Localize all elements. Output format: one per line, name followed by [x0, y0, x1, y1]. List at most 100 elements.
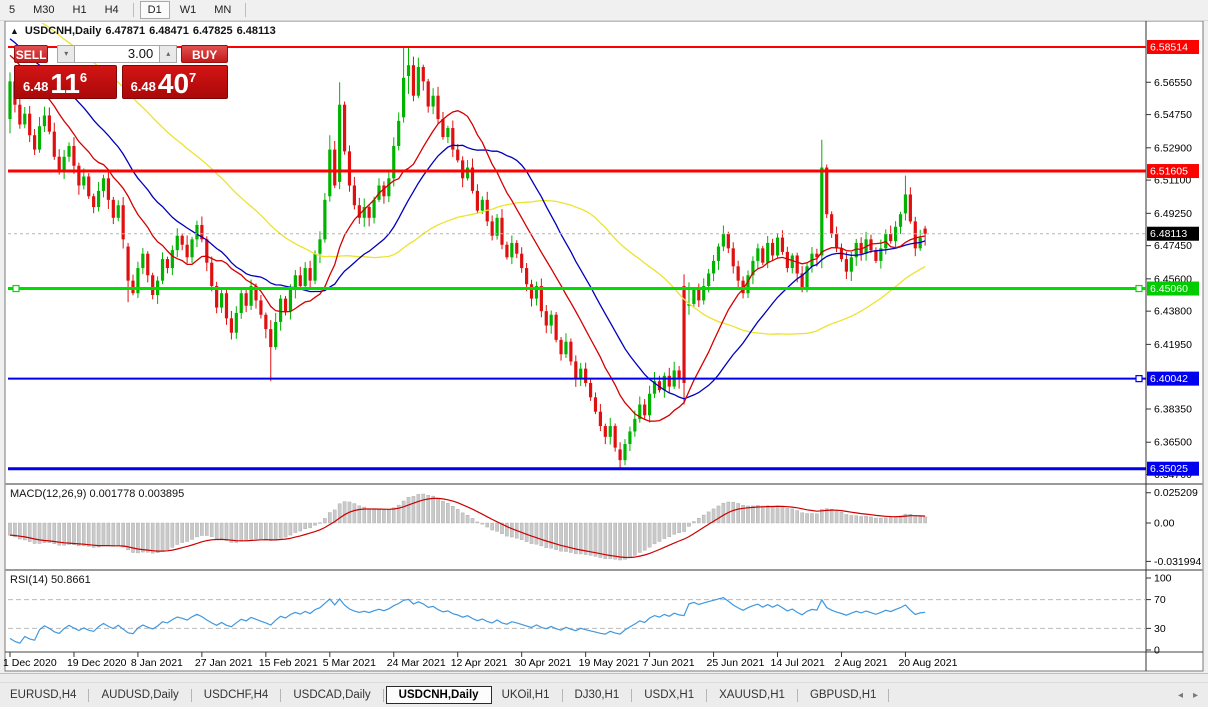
svg-text:19 Dec 2020: 19 Dec 2020 — [67, 657, 127, 669]
buy-price-quote[interactable]: 6.48 40 7 — [121, 65, 228, 99]
ma-line-mid — [9, 38, 926, 400]
sell-button[interactable]: SELL — [14, 45, 49, 63]
svg-text:70: 70 — [1154, 594, 1166, 606]
svg-text:6.56550: 6.56550 — [1154, 77, 1192, 89]
svg-text:6.40042: 6.40042 — [1150, 373, 1188, 385]
collapse-triangle-icon[interactable]: ▲ — [10, 26, 19, 36]
ohlc-high: 6.48471 — [149, 25, 189, 37]
svg-text:6.52900: 6.52900 — [1154, 142, 1192, 154]
svg-text:2 Aug 2021: 2 Aug 2021 — [834, 657, 887, 669]
ma-line-fast — [9, 54, 926, 422]
svg-text:12 Apr 2021: 12 Apr 2021 — [451, 657, 508, 669]
svg-text:0.00: 0.00 — [1154, 518, 1175, 530]
timeframe-button-mn[interactable]: MN — [214, 4, 232, 16]
macd-indicator-label: MACD(12,26,9) 0.001778 0.003895 — [10, 488, 185, 500]
svg-text:6.43800: 6.43800 — [1154, 306, 1192, 318]
svg-text:0.025209: 0.025209 — [1154, 487, 1198, 499]
tab-separator — [280, 688, 282, 702]
toolbar-separator — [245, 3, 247, 17]
svg-text:7 Jun 2021: 7 Jun 2021 — [643, 657, 695, 669]
svg-text:6.47450: 6.47450 — [1154, 240, 1192, 252]
chart-tab-dj30-h1[interactable]: DJ30,H1 — [574, 689, 620, 701]
svg-text:6.36500: 6.36500 — [1154, 437, 1192, 449]
chart-tab-audusd-daily[interactable]: AUDUSD,Daily — [101, 689, 179, 701]
svg-text:6.48113: 6.48113 — [1150, 228, 1187, 240]
chart-tab-usdx-h1[interactable]: USDX,H1 — [644, 689, 695, 701]
buy-button[interactable]: BUY — [181, 45, 228, 63]
line-handle[interactable] — [1135, 375, 1143, 383]
timeframe-button-5[interactable]: 5 — [9, 4, 16, 16]
tab-separator — [190, 688, 192, 702]
ohlc-low: 6.47825 — [192, 25, 233, 37]
svg-text:1 Dec 2020: 1 Dec 2020 — [3, 657, 57, 669]
timeframe-button-h1[interactable]: H1 — [72, 4, 87, 16]
ohlc-open: 6.47871 — [105, 25, 146, 37]
svg-text:20 Aug 2021: 20 Aug 2021 — [898, 657, 957, 669]
macd-signal-line — [9, 497, 926, 559]
volume-decrease-button[interactable]: ▾ — [57, 45, 76, 63]
volume-stepper: ▾ 3.00 ▴ — [57, 45, 178, 63]
chart-tab-eurusd-h4[interactable]: EURUSD,H4 — [10, 689, 77, 701]
buy-price-big: 40 — [157, 68, 190, 99]
macd-panel[interactable] — [8, 493, 927, 561]
svg-text:30: 30 — [1154, 623, 1166, 635]
tab-separator — [706, 688, 708, 702]
line-handle[interactable] — [12, 284, 20, 293]
tab-separator — [382, 688, 384, 702]
chart-tab-usdchf-h4[interactable]: USDCHF,H4 — [203, 689, 269, 701]
sell-price-prefix: 6.48 — [23, 79, 49, 94]
bottom-strip — [0, 673, 1208, 683]
rsi-panel[interactable] — [8, 597, 1146, 644]
svg-text:30 Apr 2021: 30 Apr 2021 — [515, 657, 572, 669]
chart-tab-xauusd-h1[interactable]: XAUUSD,H1 — [719, 689, 785, 701]
ohlc-close: 6.48113 — [236, 25, 276, 37]
svg-text:6.41950: 6.41950 — [1154, 339, 1192, 351]
tab-separator — [631, 688, 633, 702]
chart-tab-gbpusd-h1[interactable]: GBPUSD,H1 — [809, 689, 877, 701]
svg-text:14 Jul 2021: 14 Jul 2021 — [771, 657, 825, 669]
svg-text:0: 0 — [1154, 645, 1160, 657]
sell-price-big: 11 — [50, 68, 80, 99]
chart-window-header: ▲ USDCNH,Daily 6.47871 6.48471 6.47825 6.4811… — [10, 25, 280, 37]
svg-text:8 Jan 2021: 8 Jan 2021 — [131, 657, 183, 669]
timeframe-button-d1[interactable]: D1 — [139, 1, 170, 19]
timeframe-button-w1[interactable]: W1 — [179, 4, 197, 16]
chart-tab-usdcnh-daily[interactable]: USDCNH,Daily — [385, 686, 492, 704]
svg-text:27 Jan 2021: 27 Jan 2021 — [195, 657, 253, 669]
buy-price-sup: 7 — [189, 70, 197, 85]
svg-text:24 Mar 2021: 24 Mar 2021 — [387, 657, 446, 669]
svg-text:-0.031994: -0.031994 — [1154, 556, 1201, 568]
tab-scroll-left-icon[interactable]: ◂ — [1177, 689, 1183, 701]
svg-text:6.49250: 6.49250 — [1154, 208, 1192, 220]
sell-price-sup: 6 — [79, 70, 88, 85]
tab-separator — [888, 688, 890, 702]
chart-tab-usdcad-daily[interactable]: USDCAD,Daily — [293, 689, 371, 701]
volume-input[interactable]: 3.00 — [75, 45, 160, 63]
symbol-title: USDCNH,Daily — [24, 25, 102, 37]
volume-increase-button[interactable]: ▴ — [159, 45, 178, 63]
line-handle[interactable] — [1135, 284, 1143, 293]
svg-text:6.38350: 6.38350 — [1154, 404, 1192, 416]
ma-line-slow — [41, 23, 926, 335]
toolbar-separator — [132, 3, 134, 17]
timeframe-button-h4[interactable]: H4 — [104, 4, 119, 16]
tab-separator — [796, 688, 798, 702]
timeframe-toolbar: 5 M30 H1 H4 D1 W1 MN — [0, 0, 1208, 21]
one-click-trade-widget: SELL ▾ 3.00 ▴ BUY 6.48 11 6 6.48 40 7 — [14, 45, 228, 99]
timeframe-button-m30[interactable]: M30 — [33, 4, 55, 16]
svg-text:6.58514: 6.58514 — [1150, 42, 1188, 54]
chart-tab-ukoil-h1[interactable]: UKOil,H1 — [501, 689, 550, 701]
svg-text:25 Jun 2021: 25 Jun 2021 — [707, 657, 765, 669]
tab-separator — [88, 688, 90, 702]
svg-text:5 Mar 2021: 5 Mar 2021 — [323, 657, 376, 669]
rsi-indicator-label: RSI(14) 50.8661 — [10, 574, 91, 586]
main-price-panel[interactable] — [8, 0, 1146, 471]
svg-text:15 Feb 2021: 15 Feb 2021 — [259, 657, 318, 669]
tab-scroll-right-icon[interactable]: ▸ — [1192, 689, 1198, 701]
svg-text:100: 100 — [1154, 573, 1172, 585]
sell-price-quote[interactable]: 6.48 11 6 — [14, 65, 117, 99]
svg-text:19 May 2021: 19 May 2021 — [579, 657, 640, 669]
chart-tab-bar: EURUSD,H4 AUDUSD,Daily USDCHF,H4 USDCAD,Dai… — [0, 682, 1208, 707]
